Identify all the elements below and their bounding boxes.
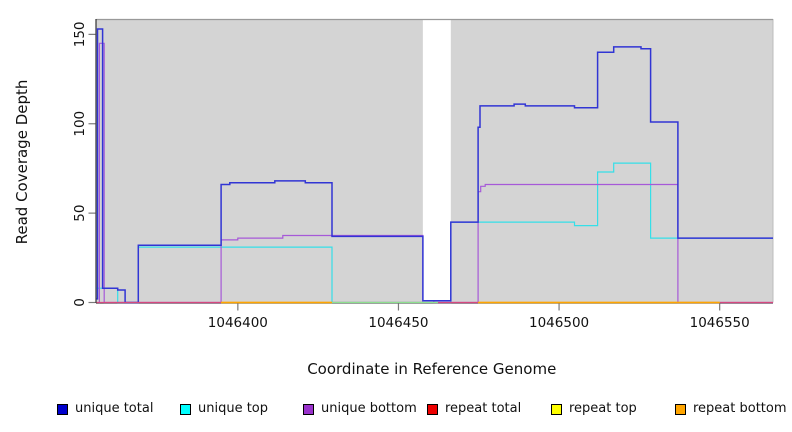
legend-item-repeat-total: repeat total <box>427 399 521 419</box>
x-axis-title: Coordinate in Reference Genome <box>307 360 556 378</box>
y-tick-label: 50 <box>72 205 88 222</box>
legend-item-unique-total: unique total <box>57 399 153 419</box>
legend-item-unique-top: unique top <box>180 399 268 419</box>
legend: unique total unique top unique bottom repea… <box>0 399 792 421</box>
x-tick-label: 1046450 <box>368 315 428 331</box>
legend-label: unique total <box>75 401 154 416</box>
legend-label: unique bottom <box>321 401 417 416</box>
legend-label: repeat bottom <box>693 401 787 416</box>
legend-item-repeat-top: repeat top <box>551 399 637 419</box>
legend-swatch-icon <box>675 403 686 415</box>
x-tick-label: 1046500 <box>529 315 589 331</box>
legend-label: repeat top <box>569 401 637 416</box>
legend-swatch-icon <box>427 403 438 415</box>
legend-label: unique top <box>198 401 269 416</box>
legend-label: repeat total <box>445 401 522 416</box>
legend-item-unique-bottom: unique bottom <box>303 399 417 419</box>
legend-swatch-icon <box>303 403 314 415</box>
y-tick-label: 0 <box>72 298 88 307</box>
series-unique-total <box>96 28 773 304</box>
y-axis-title: Read Coverage Depth <box>13 80 31 245</box>
x-tick-label: 1046400 <box>208 315 268 331</box>
legend-item-repeat-bottom: repeat bottom <box>675 399 787 419</box>
legend-swatch-icon <box>57 403 68 415</box>
no-data-gap-band <box>422 18 451 303</box>
legend-swatch-icon <box>180 403 191 415</box>
y-tick-label: 150 <box>72 21 88 47</box>
y-tick-label: 100 <box>72 111 88 137</box>
legend-swatch-icon <box>551 403 562 415</box>
x-tick-label: 1046550 <box>690 315 750 331</box>
